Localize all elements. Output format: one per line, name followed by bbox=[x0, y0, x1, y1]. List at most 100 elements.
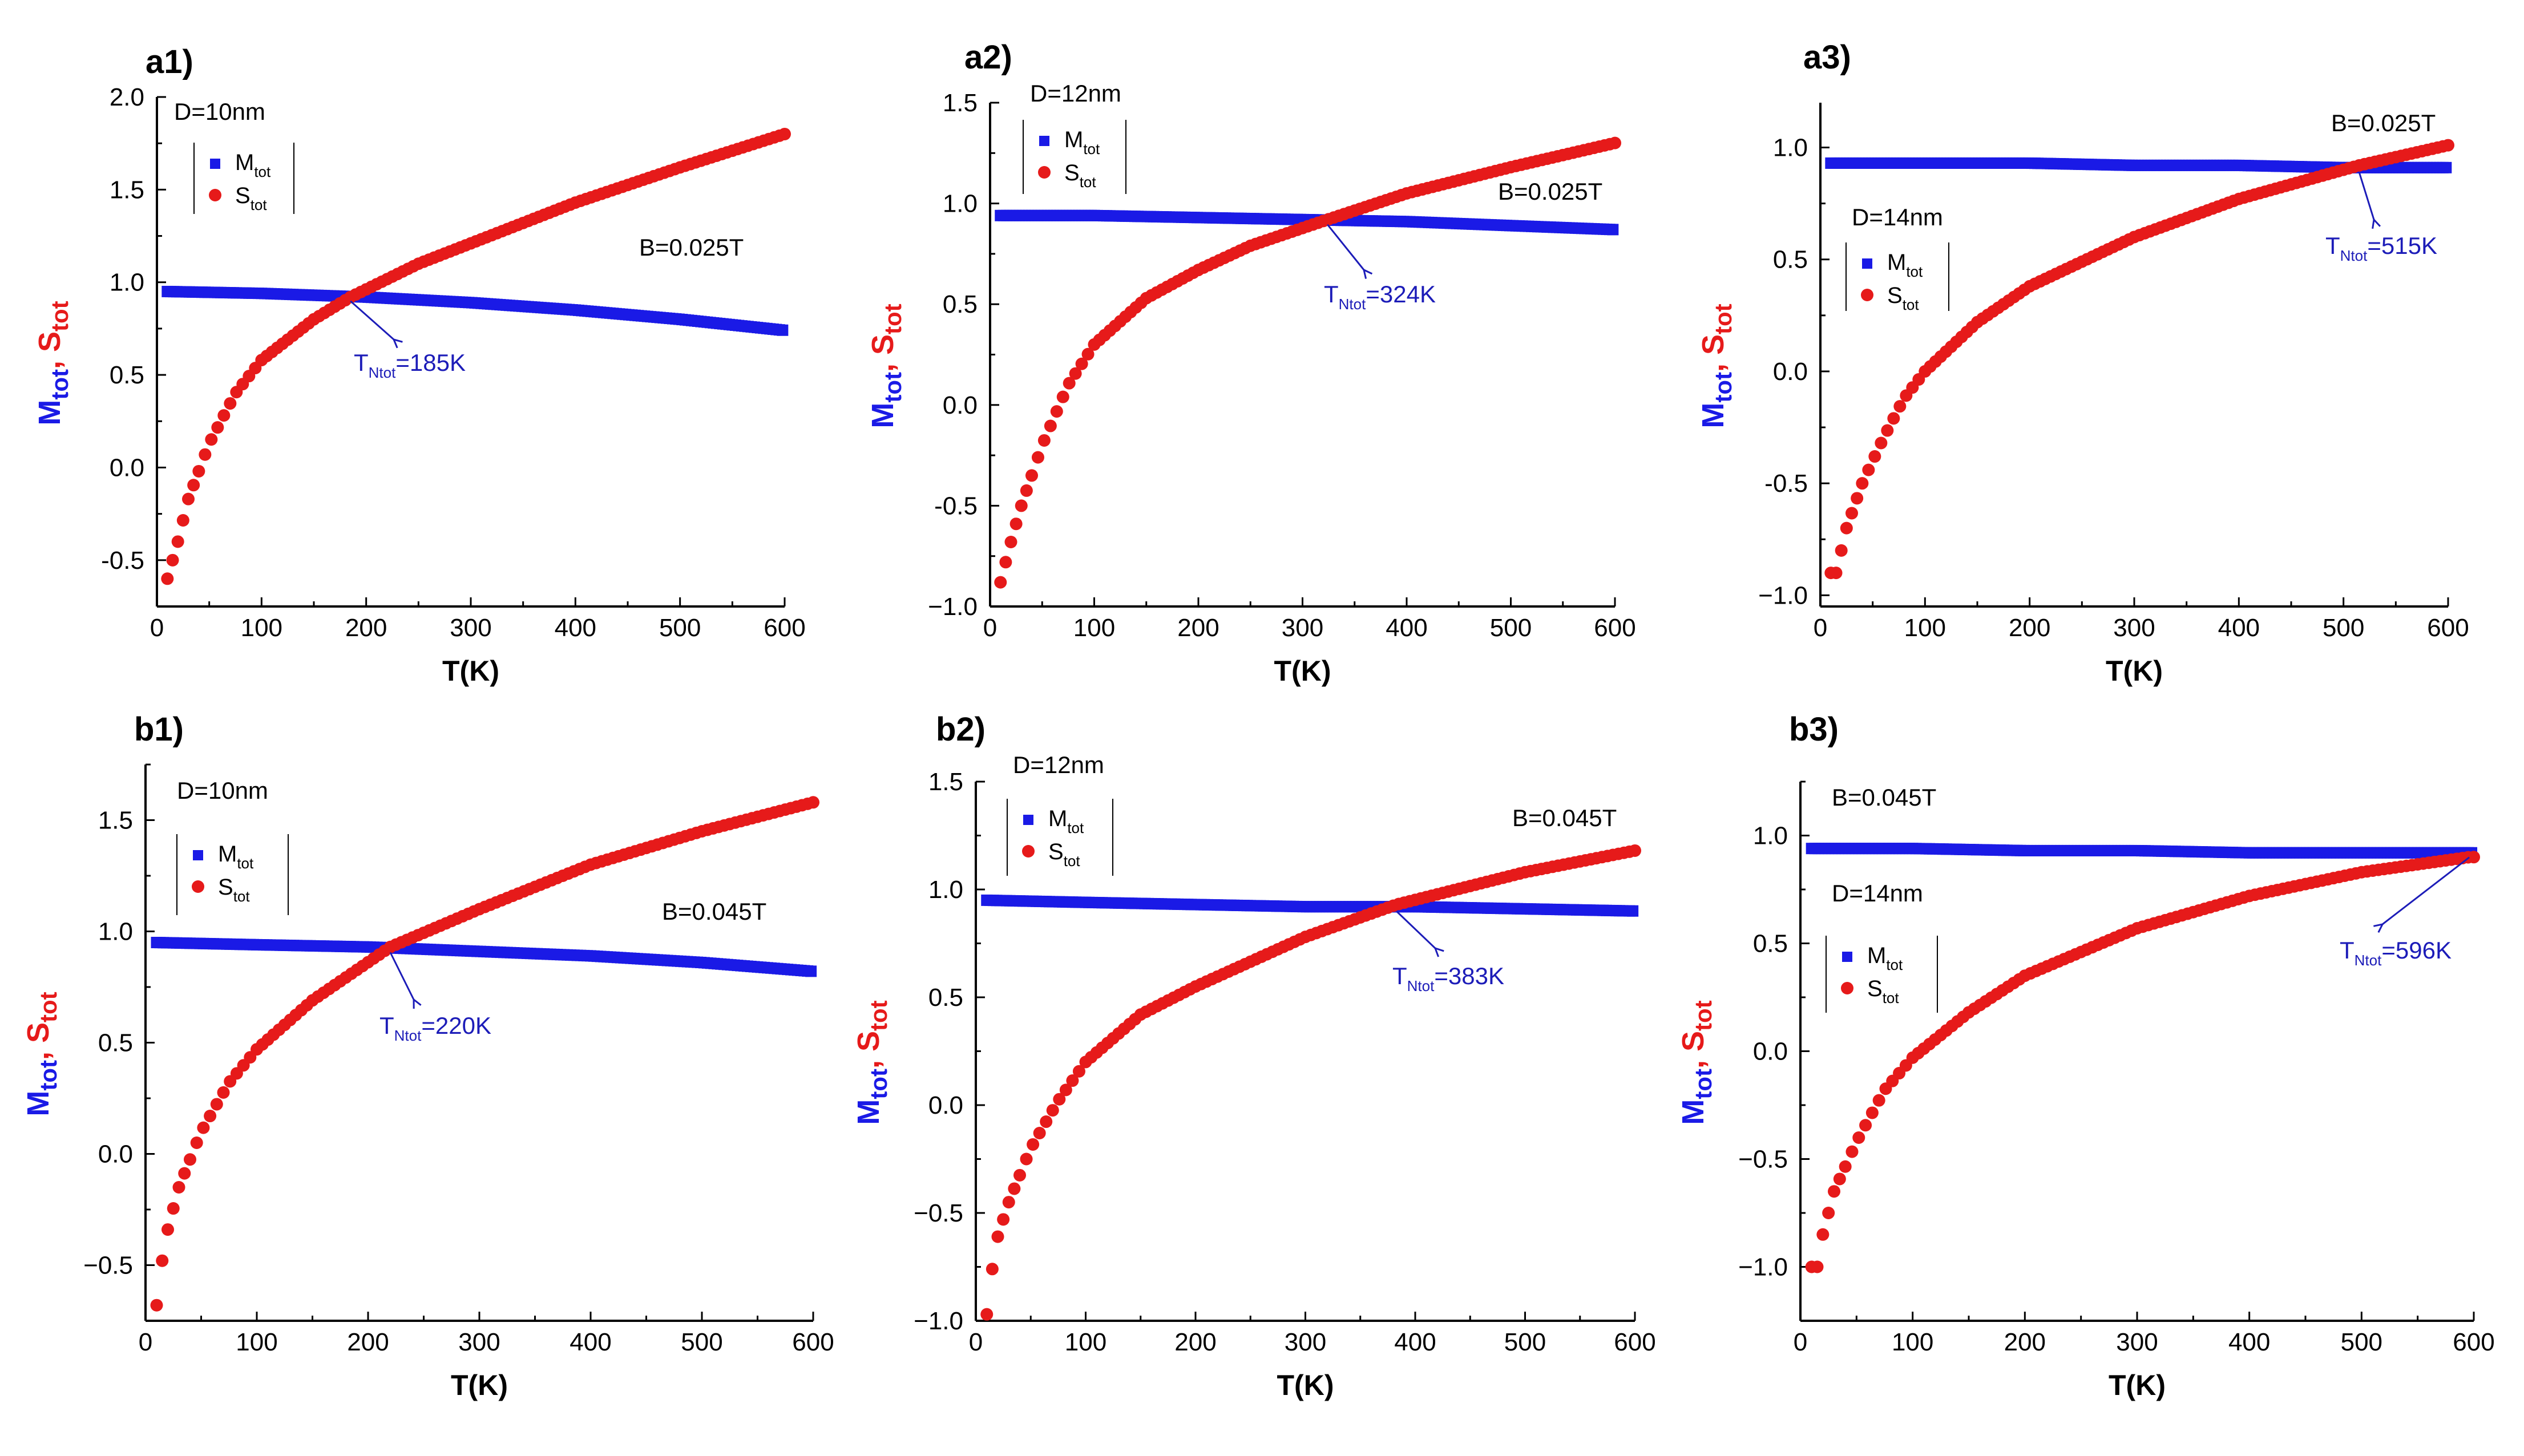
x-tick-label: 600 bbox=[1614, 1328, 1655, 1356]
neel-arrow-head bbox=[1362, 268, 1373, 279]
y-tick-label: −0.5 bbox=[1738, 1146, 1788, 1174]
x-tick-label: 400 bbox=[2228, 1328, 2270, 1356]
stot-point bbox=[1830, 567, 1843, 580]
neel-arrow-head bbox=[2373, 923, 2384, 933]
series-stot bbox=[980, 844, 1641, 1321]
field-label: B=0.025T bbox=[639, 234, 744, 261]
stot-point bbox=[205, 433, 218, 446]
y-tick-label: 0.0 bbox=[1753, 1038, 1788, 1066]
stot-point bbox=[1027, 1138, 1040, 1151]
y-axis-label: Mtot, Stot bbox=[851, 1000, 892, 1125]
y-tick-label: 0.0 bbox=[1773, 358, 1808, 386]
legend-label-s-main: S bbox=[235, 183, 251, 208]
stot-point bbox=[986, 1263, 999, 1276]
legend-marker-s bbox=[1022, 845, 1035, 858]
x-tick-label: 500 bbox=[659, 614, 701, 642]
y-tick-label: -0.5 bbox=[1764, 470, 1808, 498]
legend-label-s-main: S bbox=[1867, 976, 1883, 1001]
legend-label-m-sub: tot bbox=[1083, 140, 1100, 157]
y-label-m: M bbox=[866, 403, 900, 428]
legend-marker-s bbox=[209, 189, 221, 201]
stot-point bbox=[1004, 535, 1017, 548]
neel-arrow bbox=[2358, 172, 2375, 220]
x-tick-label: 100 bbox=[241, 614, 282, 642]
y-tick-label: 1.0 bbox=[110, 269, 144, 297]
legend-label-s-main: S bbox=[1887, 283, 1903, 308]
stot-point bbox=[1037, 434, 1051, 447]
neel-sub: Ntot bbox=[2355, 952, 2382, 969]
legend-label-s: Stot bbox=[218, 875, 250, 905]
stot-point bbox=[1008, 1182, 1021, 1195]
y-label-m: M bbox=[21, 1091, 55, 1117]
x-axis-label: T(K) bbox=[451, 1369, 508, 1401]
stot-point bbox=[1872, 1094, 1885, 1107]
legend-marker-m bbox=[1039, 136, 1049, 146]
stot-point bbox=[1893, 400, 1907, 413]
neel-t: T bbox=[379, 1012, 394, 1039]
x-tick-label: 600 bbox=[792, 1328, 834, 1356]
legend-label-m-main: M bbox=[1887, 250, 1906, 275]
neel-temperature-label: TNtot=324K bbox=[1324, 281, 1436, 313]
legend-marker-m bbox=[1862, 258, 1872, 269]
stot-point bbox=[1020, 484, 1033, 497]
x-tick-label: 500 bbox=[2341, 1328, 2382, 1356]
stot-point bbox=[217, 1086, 230, 1099]
stot-point bbox=[1881, 424, 1894, 437]
y-tick-label: -0.5 bbox=[101, 547, 144, 575]
y-label-s-sub: tot bbox=[865, 1000, 892, 1031]
stot-point bbox=[1852, 1131, 1865, 1144]
legend-marker-m bbox=[1842, 952, 1852, 962]
y-label-s-sub: tot bbox=[46, 301, 73, 331]
size-label: D=10nm bbox=[177, 777, 268, 804]
y-tick-label: 0.5 bbox=[1773, 246, 1808, 274]
x-tick-label: 300 bbox=[1285, 1328, 1326, 1356]
neel-t: T bbox=[1324, 281, 1339, 308]
stot-point bbox=[1044, 419, 1057, 432]
panel-title: b1) bbox=[134, 711, 184, 748]
y-axis-label: Mtot, Stot bbox=[33, 301, 73, 425]
stot-point bbox=[199, 448, 212, 461]
stot-point bbox=[1845, 1145, 1859, 1158]
stot-point bbox=[1046, 1104, 1059, 1117]
stot-point bbox=[1839, 1160, 1852, 1173]
x-tick-label: 200 bbox=[347, 1328, 389, 1356]
legend-marker-m bbox=[1023, 815, 1033, 825]
stot-point bbox=[980, 1308, 994, 1321]
y-tick-label: −0.5 bbox=[83, 1252, 133, 1280]
stot-point bbox=[1875, 436, 1888, 450]
panel-title: b2) bbox=[936, 711, 986, 748]
stot-point bbox=[211, 421, 224, 434]
legend-marker-s bbox=[1861, 289, 1873, 301]
x-tick-label: 500 bbox=[1504, 1328, 1546, 1356]
x-tick-label: 300 bbox=[450, 614, 491, 642]
x-tick-label: 400 bbox=[570, 1328, 611, 1356]
x-axis-label: T(K) bbox=[1274, 655, 1331, 687]
legend-label-m-main: M bbox=[235, 150, 254, 175]
x-axis-label: T(K) bbox=[442, 655, 499, 687]
y-label-s-sub: tot bbox=[35, 992, 62, 1022]
stot-point bbox=[192, 464, 205, 478]
neel-arrow bbox=[350, 300, 394, 341]
series-stot bbox=[1805, 851, 2480, 1273]
neel-sub: Ntot bbox=[1339, 296, 1366, 313]
stot-point bbox=[187, 479, 200, 492]
legend-label-s: Stot bbox=[1048, 839, 1080, 869]
stot-point bbox=[1833, 1172, 1846, 1186]
legend-label-s: Stot bbox=[1867, 976, 1899, 1006]
stot-point bbox=[1002, 1196, 1015, 1209]
y-label-s-sub: tot bbox=[1690, 1000, 1717, 1031]
panel-a1: a1) 0 100 200 300 400 500 600 -0.5 0.0 0.5 1.0 1.5 2.… bbox=[33, 43, 806, 687]
y-tick-label: 1.0 bbox=[943, 190, 978, 218]
stot-point bbox=[1025, 469, 1038, 482]
field-label: B=0.045T bbox=[1512, 804, 1617, 831]
x-tick-label: 500 bbox=[1490, 614, 1532, 642]
y-tick-label: 1.5 bbox=[110, 176, 144, 204]
y-tick-label: 0.0 bbox=[943, 391, 978, 419]
panel-a2: a2) 0 100 200 300 400 500 600 −1.0 -0.5 0.0 0.5 1.0 1… bbox=[866, 39, 1636, 687]
y-tick-label: 1.0 bbox=[98, 918, 133, 946]
size-label: D=12nm bbox=[1013, 751, 1104, 778]
stot-point bbox=[190, 1137, 203, 1149]
stot-point bbox=[1069, 367, 1082, 380]
stot-point bbox=[1629, 844, 1641, 857]
